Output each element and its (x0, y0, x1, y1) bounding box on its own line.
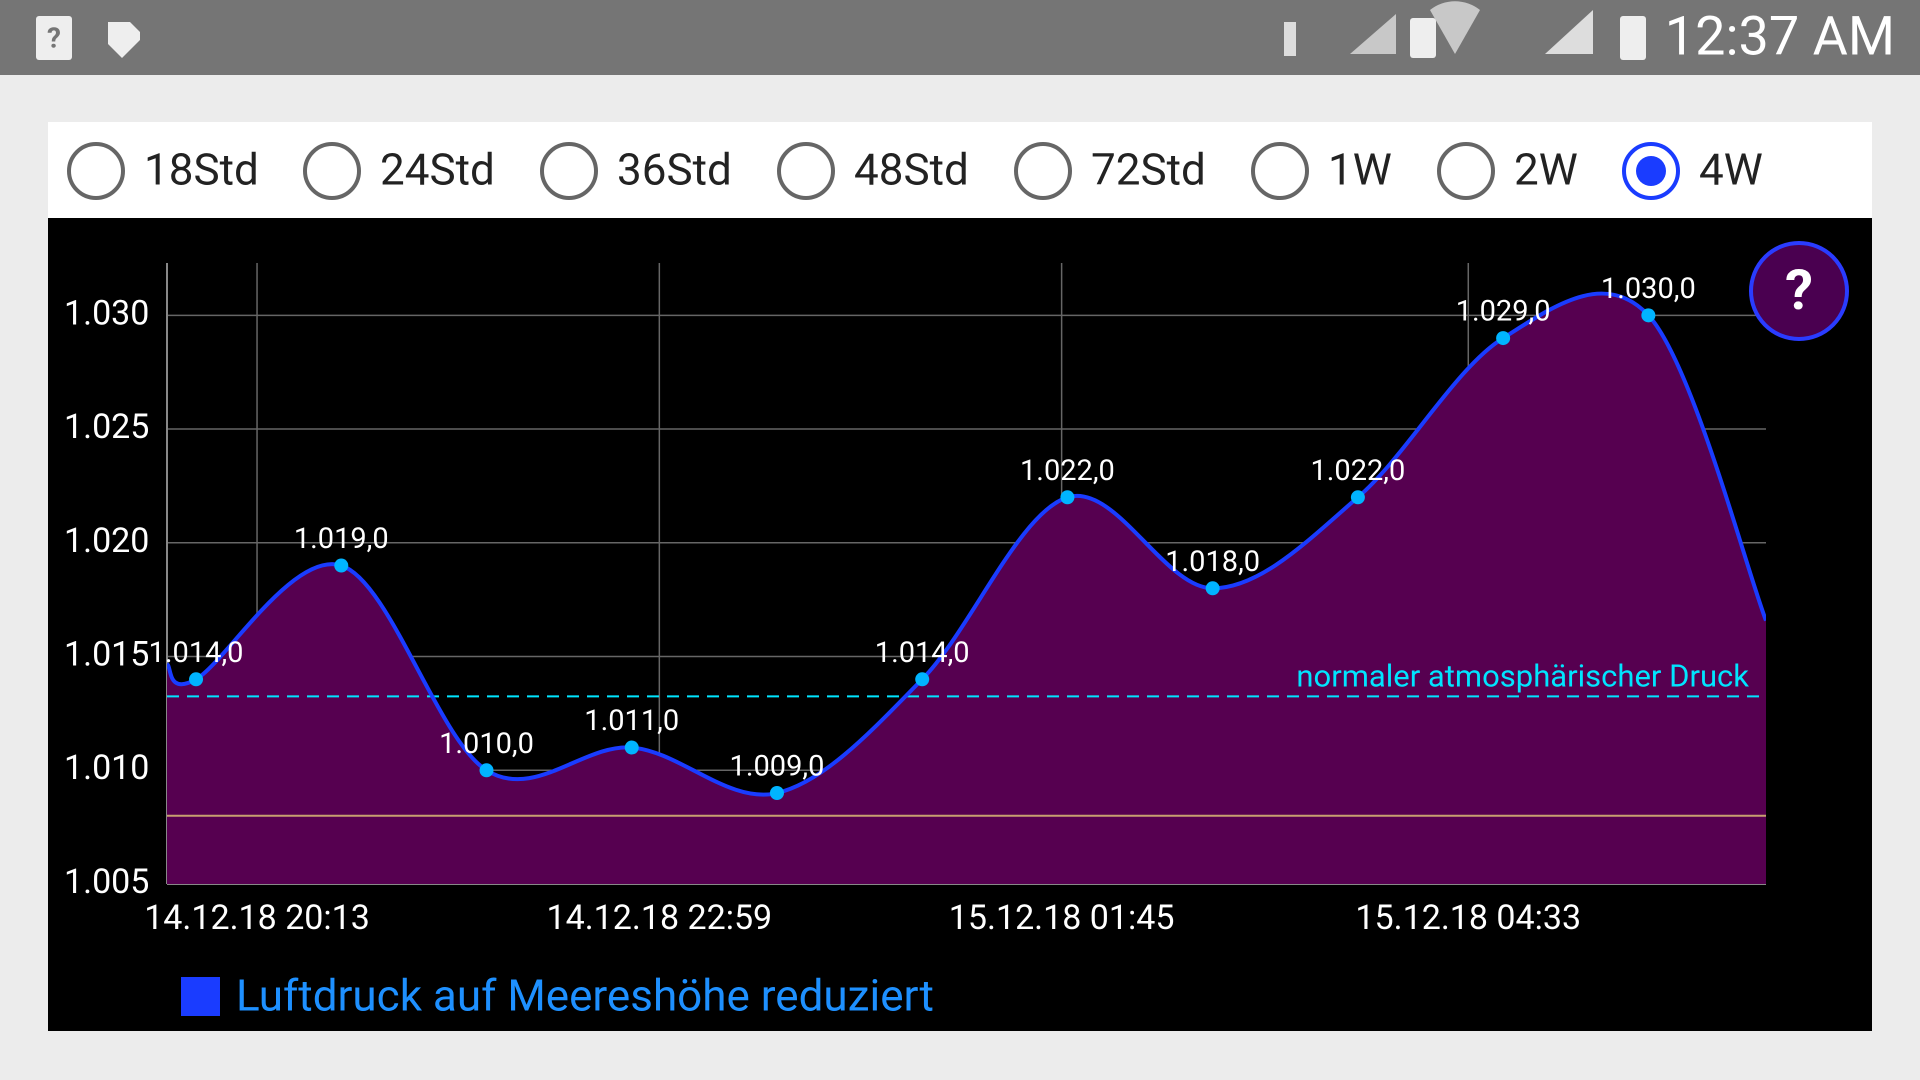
y-tick-label: 1.030 (64, 293, 149, 333)
radio-button[interactable] (1251, 142, 1309, 200)
radio-label[interactable]: 36Std (617, 144, 732, 196)
legend-label: Luftdruck auf Meereshöhe reduziert (236, 970, 934, 1022)
value-label: 1.030,0 (1601, 272, 1696, 306)
line (167, 291, 1766, 797)
help-button[interactable] (1749, 241, 1849, 341)
value-label: 1.009,0 (730, 750, 825, 784)
range-selector (48, 122, 1872, 218)
value-label: 1.029,0 (1456, 295, 1551, 329)
x-tick-label: 15.12.18 04:33 (1355, 898, 1581, 938)
data-point (915, 672, 930, 687)
data-point (624, 740, 639, 755)
status-bar (0, 0, 1920, 75)
x-tick-label: 15.12.18 01:45 (949, 898, 1175, 938)
radio-button[interactable] (1014, 142, 1072, 200)
svg-text:?: ? (47, 21, 61, 54)
value-label: 1.019,0 (294, 522, 389, 556)
area (167, 293, 1766, 884)
data-point (1496, 331, 1511, 346)
radio-dot[interactable] (1636, 156, 1666, 186)
radio-button[interactable] (67, 142, 125, 200)
radio-label[interactable]: 1W (1328, 144, 1392, 196)
status-icons: ? (36, 1, 1646, 60)
x-tick-label: 14.12.18 22:59 (546, 898, 772, 938)
y-tick-label: 1.005 (64, 862, 149, 902)
status-time: 12:37 AM (1665, 5, 1895, 68)
radio-label[interactable]: 72Std (1091, 144, 1206, 196)
radio-label[interactable]: 24Std (380, 144, 495, 196)
help-label[interactable]: ? (1785, 257, 1813, 323)
data-point (769, 786, 784, 801)
value-label: 1.018,0 (1165, 545, 1260, 579)
value-label: 1.011,0 (584, 704, 679, 738)
reference-label: normaler atmosphärischer Druck (1296, 658, 1749, 695)
x-tick-label: 14.12.18 20:13 (144, 898, 370, 938)
y-tick-label: 1.025 (64, 407, 149, 447)
radio-label[interactable]: 48Std (854, 144, 969, 196)
radio-label[interactable]: 18Std (144, 144, 259, 196)
radio-label[interactable]: 2W (1514, 144, 1578, 196)
value-label: 1.014,0 (149, 636, 244, 670)
radio-label[interactable]: 4W (1699, 144, 1763, 196)
radio-button[interactable] (303, 142, 361, 200)
radio-button[interactable] (1622, 142, 1680, 200)
y-tick-label: 1.010 (64, 748, 149, 788)
radio-group: 18Std 24Std 36Std 48Std 72Std 1W 2W 4W (67, 142, 1763, 200)
plot-clip (167, 291, 1766, 884)
radio-button[interactable] (1437, 142, 1495, 200)
data-point (479, 763, 494, 778)
chart: 1.005 1.010 1.015 1.020 1.025 1.030 14.12.18 2… (64, 263, 1766, 1022)
value-label: 1.010,0 (439, 727, 534, 761)
legend-swatch (181, 977, 220, 1016)
data-point (334, 558, 349, 573)
data-point (1205, 581, 1220, 596)
value-label: 1.022,0 (1310, 454, 1405, 488)
value-label: 1.022,0 (1020, 454, 1115, 488)
radio-button[interactable] (777, 142, 835, 200)
data-point (1060, 490, 1075, 505)
radio-button[interactable] (540, 142, 598, 200)
y-tick-label: 1.015 (64, 635, 149, 675)
value-label: 1.014,0 (875, 636, 970, 670)
data-point (189, 672, 204, 687)
data-point (1641, 308, 1656, 323)
y-tick-label: 1.020 (64, 521, 149, 561)
data-point (1350, 490, 1365, 505)
